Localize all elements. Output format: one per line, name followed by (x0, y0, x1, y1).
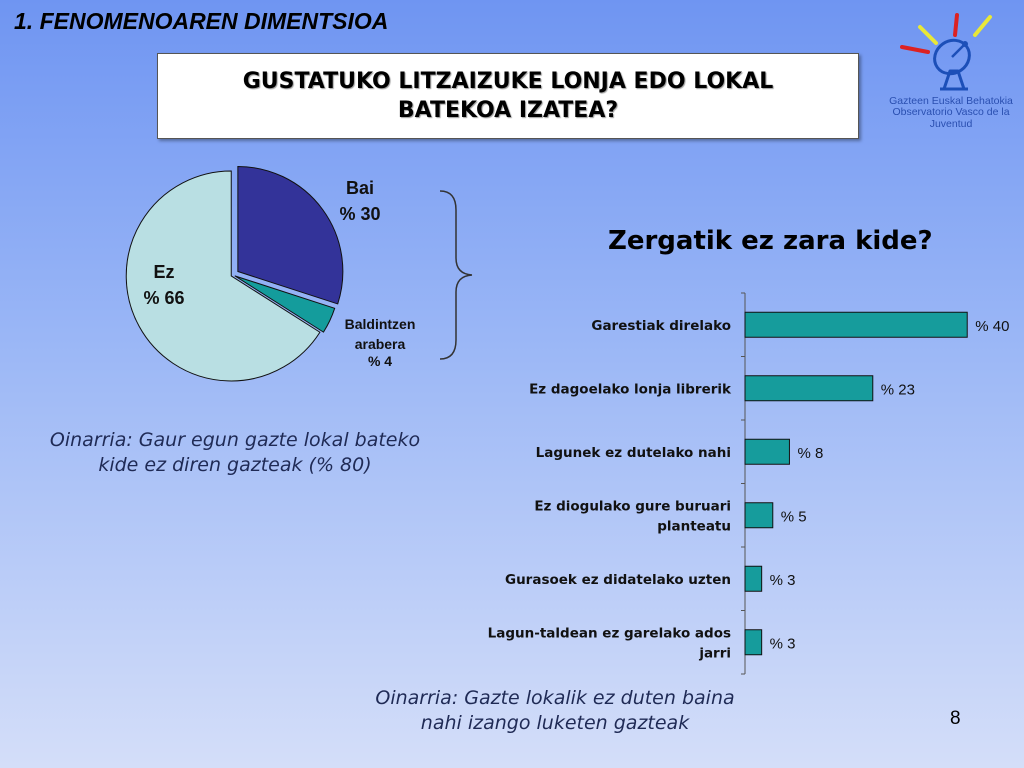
pie-chart (125, 165, 344, 382)
bar (744, 502, 774, 529)
bar-category-label: Lagun-taldean ez garelako ados jarri (488, 625, 731, 661)
bar-value-label: % 23 (881, 381, 915, 398)
page-number: 8 (950, 708, 961, 729)
bar-value-label: % 3 (770, 635, 796, 652)
bar-category-label: Gurasoek ez didatelako uzten (505, 572, 731, 588)
bar-category-label: Garestiak direlako (591, 318, 731, 334)
bar (744, 375, 874, 402)
bar-category-label: Ez diogulako gure buruari planteatu (534, 498, 731, 534)
pie-slice-bai (237, 165, 344, 305)
bar (744, 438, 790, 465)
bar-chart: Garestiak direlako % 40 Ez dagoelako lonja… (488, 292, 1009, 675)
pie-value-ez: % 66 (143, 288, 185, 308)
bar-value-label: % 5 (781, 508, 807, 525)
bar (744, 565, 763, 592)
bar (744, 629, 763, 656)
slide-title: 1. FENOMENOAREN DIMENTSIOA (14, 8, 389, 34)
question-text: GUSTATUKO LITZAIZUKE LONJA EDO LOKAL BAT… (242, 69, 774, 123)
pie-slice-baldintzen-arabera (234, 275, 336, 333)
bar-base-note: Oinarria: Gazte lokalik ez duten baina n… (375, 687, 735, 734)
curly-brace-connector (439, 190, 473, 360)
pie-label-ez: Ez (153, 262, 175, 282)
bar (744, 311, 968, 338)
logo-text-line1: Gazteen Euskal Behatokia (889, 95, 1013, 107)
bar-category-label: Ez dagoelako lonja librerik (529, 381, 732, 397)
pie-value-baldintzen: % 4 (367, 353, 393, 369)
bar-category-label: Lagunek ez dutelako nahi (536, 445, 731, 461)
question-box: GUSTATUKO LITZAIZUKE LONJA EDO LOKAL BAT… (157, 53, 859, 139)
bar-chart-title: Zergatik ez zara kide? (608, 226, 933, 256)
pie-label-baldintzen: Baldintzen arabera (344, 316, 416, 352)
pie-value-bai: % 30 (339, 204, 381, 224)
bar-value-label: % 40 (975, 318, 1009, 335)
bar-value-label: % 3 (770, 572, 796, 589)
pie-label-bai: Bai (345, 178, 374, 198)
logo-text-line2: Observatorio Vasco de la Juventud (892, 106, 1010, 130)
bar-value-label: % 8 (797, 445, 823, 462)
pie-slice-ez (125, 170, 321, 382)
pie-base-note: Oinarria: Gaur egun gazte lokal bateko k… (49, 429, 421, 476)
satellite-dish-icon (900, 13, 992, 91)
